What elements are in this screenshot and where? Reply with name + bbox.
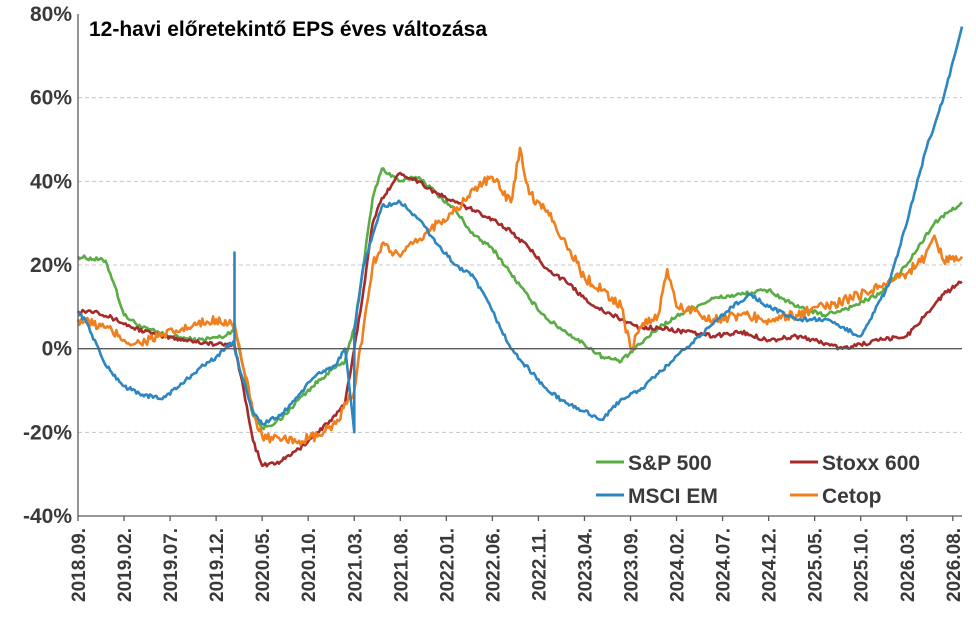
x-tick-label: 2022.11.: [529, 528, 550, 601]
legend-label: MSCI EM: [628, 485, 718, 508]
series-line-stoxx-600: [76, 171, 963, 468]
x-tick-label: 2022.06.: [483, 528, 504, 602]
y-tick-label: 40%: [30, 170, 72, 193]
x-tick-label: 2018.09.: [69, 528, 90, 602]
x-tick-label: 2025.05.: [806, 528, 827, 602]
y-tick-label: 20%: [30, 254, 72, 277]
axis-layer: [77, 14, 962, 521]
x-tick-label: 2019.02.: [115, 528, 136, 602]
x-tick-label: 2022.01.: [437, 528, 458, 602]
y-tick-label: -40%: [23, 505, 72, 528]
y-tick-label: 80%: [30, 3, 72, 26]
series-line-s-p-500: [76, 167, 963, 431]
y-tick-label: -20%: [23, 421, 72, 444]
legend-label: S&P 500: [628, 452, 712, 475]
x-tick-label: 2026.03.: [898, 528, 919, 602]
series-line-msci-em: [76, 26, 964, 434]
series-line-cetop: [76, 146, 964, 447]
x-tick-label: 2024.02.: [668, 528, 689, 602]
series-layer: [76, 26, 964, 468]
x-tick-label: 2025.10.: [852, 528, 873, 602]
chart-title: 12-havi előretekintő EPS éves változása: [89, 18, 487, 41]
x-tick-label: 2021.03.: [345, 528, 366, 602]
x-tick-label: 2020.05.: [253, 528, 274, 602]
legend-label: Stoxx 600: [822, 452, 920, 475]
x-tick-label: 2019.12.: [207, 528, 228, 602]
legend-label: Cetop: [822, 485, 882, 508]
y-tick-label: 0%: [42, 338, 73, 361]
x-tick-label: 2019.07.: [161, 528, 182, 602]
x-tick-labels: 2018.09. 2019.02. 2019.07. 2019.12. 2020.05.…: [69, 528, 965, 602]
grid-layer: [78, 97, 962, 433]
x-tick-label: 2026.08.: [944, 528, 965, 602]
x-tick-label: 2023.04.: [575, 528, 596, 602]
x-tick-label: 2020.10.: [299, 528, 320, 602]
x-tick-label: 2023.09.: [622, 528, 643, 602]
x-tick-label: 2021.08.: [391, 528, 412, 602]
legend: S&P 500 Stoxx 600 MSCI EM Cetop: [596, 452, 920, 508]
x-tick-label: 2024.12.: [760, 528, 781, 602]
y-tick-labels: 80% 60% 40% 20% 0% -20% -40%: [23, 3, 72, 528]
y-tick-label: 60%: [30, 87, 72, 110]
x-tick-label: 2024.07.: [714, 528, 735, 602]
